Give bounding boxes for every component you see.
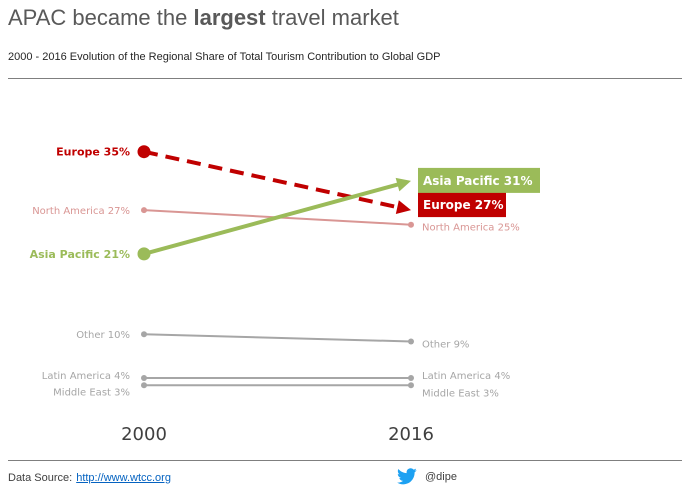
point-2000-north-america	[141, 207, 147, 214]
point-2016-europe	[395, 200, 411, 214]
data-source-label: Data Source:	[8, 472, 73, 484]
chart-subtitle: 2000 - 2016 Evolution of the Regional Sh…	[8, 51, 441, 63]
point-2000-europe	[137, 145, 151, 159]
point-2016-latin-america	[408, 375, 414, 381]
series-line-asia-pacific	[143, 182, 400, 256]
top-divider	[8, 78, 682, 79]
label-2016-europe: Europe 27%	[423, 198, 504, 212]
label-2016-middle-east: Middle East 3%	[422, 388, 499, 399]
label-2000-north-america: North America 27%	[32, 206, 130, 217]
x-tick-2016: 2016	[388, 424, 434, 445]
label-2000-latin-america: Latin America 4%	[42, 371, 130, 382]
chart-title: APAC became the largest travel market	[8, 5, 399, 31]
point-2016-middle-east	[408, 382, 414, 389]
label-2016-latin-america: Latin America 4%	[422, 371, 510, 382]
twitter-bird-icon	[397, 468, 417, 485]
data-source-link[interactable]: http://www.wtcc.org	[76, 472, 171, 484]
label-box-2016-europe	[418, 192, 506, 218]
point-2000-latin-america	[141, 375, 147, 381]
chart-title-part-1: APAC became the	[8, 5, 194, 30]
label-2000-asia-pacific: Asia Pacific 21%	[30, 248, 130, 261]
chart-title-part-2: travel market	[265, 5, 399, 30]
point-2016-asia-pacific	[395, 177, 411, 192]
series-line-other	[143, 333, 412, 343]
label-2000-middle-east: Middle East 3%	[53, 387, 130, 398]
point-2016-other	[408, 338, 414, 345]
point-2016-north-america	[408, 221, 414, 228]
data-source: Data Source: http://www.wtcc.org	[8, 472, 171, 484]
bottom-divider	[8, 460, 682, 461]
point-2000-asia-pacific	[137, 247, 151, 261]
label-2016-asia-pacific: Asia Pacific 31%	[423, 174, 533, 188]
label-2016-other: Other 9%	[422, 340, 469, 351]
point-2000-other	[141, 331, 147, 338]
x-tick-2000: 2000	[121, 424, 167, 445]
label-2016-north-america: North America 25%	[422, 223, 520, 234]
chart-title-emphasis: largest	[193, 5, 266, 30]
point-2000-middle-east	[141, 382, 147, 389]
label-2000-europe: Europe 35%	[56, 146, 130, 159]
series-line-europe	[143, 149, 400, 210]
twitter-handle[interactable]: @dipe	[397, 468, 457, 485]
label-2000-other: Other 10%	[76, 330, 130, 341]
label-box-2016-asia-pacific	[418, 167, 540, 193]
twitter-handle-text: @dipe	[425, 470, 457, 483]
